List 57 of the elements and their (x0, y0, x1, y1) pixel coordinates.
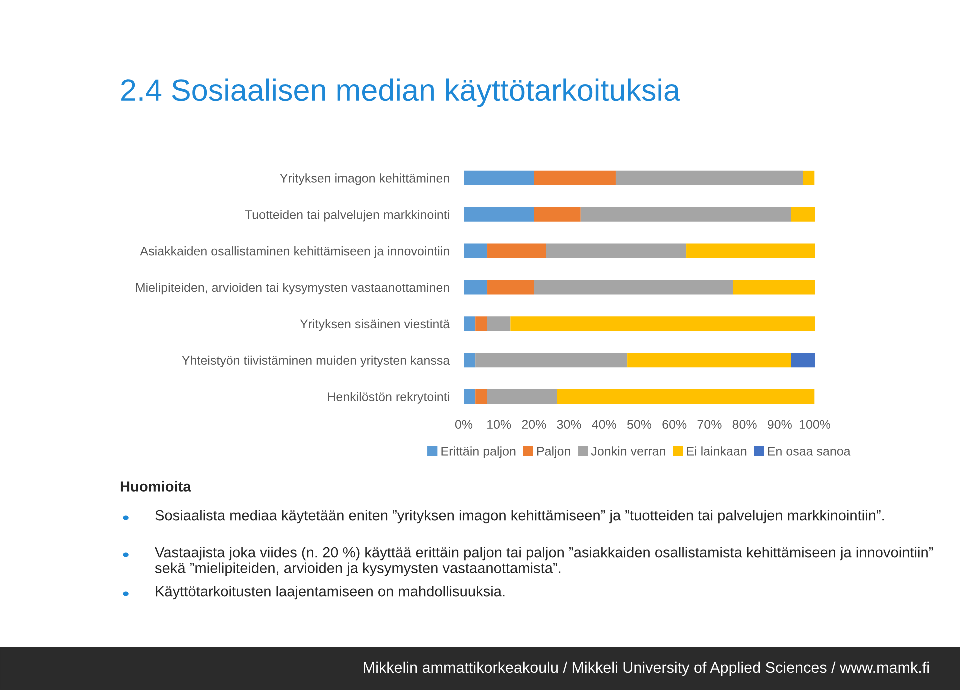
text: Sosiaalista mediaa käytetään eniten ”yrityksen imagon kehittämiseen” ja ”tuotteiden tai palvelujen markkinointiin”. (156, 510, 884, 524)
x-tick-label: 100% (800, 420, 831, 430)
x-tick-label: 40% (592, 420, 616, 430)
bar (464, 353, 476, 368)
bar (464, 244, 488, 258)
bar (557, 390, 815, 404)
bar (546, 244, 687, 258)
bar (488, 244, 546, 258)
bar (488, 280, 534, 295)
legend-label: Ei lainkaan (687, 446, 747, 456)
bar (464, 316, 476, 332)
bar (534, 207, 581, 222)
legend-label: Erittäin paljon (442, 446, 516, 458)
legend-label: En osaa sanoa (768, 447, 851, 456)
y-tick-label: Henkilöstön rekrytointi (328, 392, 450, 404)
bar (791, 353, 815, 368)
chart-title: 2.4 Sosiaalisen median käyttötarkoituksia (122, 78, 680, 108)
x-tick-label: 80% (732, 420, 757, 430)
x-tick-label: 0% (455, 420, 473, 430)
y-tick-label: Yhteistyön tiivistäminen muiden yritysten kanssa (182, 356, 450, 368)
legend-label: Jonkin verran (591, 446, 666, 456)
text: Vastaajista joka viides (n. 20 %) käyttää erittäin paljon tai paljon ”asiakkaiden osallistamista kehittämiseen ja innovointiin” sekä ”mielipiteiden, arvioiden ja kysymysten vastaanottamista”. (155, 547, 934, 576)
bar (510, 316, 815, 332)
text: Huomioita (120, 481, 192, 492)
x-tick-label: 30% (557, 420, 582, 430)
bar (487, 316, 511, 332)
y-tick-label: Yrityksen sisäinen viestintä (300, 319, 450, 332)
bar (476, 390, 488, 404)
bar (476, 316, 488, 332)
text: Käyttötarkoitusten laajentamiseen on mahdollisuuksia. (156, 586, 505, 600)
bar (476, 353, 628, 368)
bar (580, 207, 792, 222)
bar (803, 170, 815, 186)
text: Mikkelin ammattikorkeakoulu / Mikkeli University of Applied Sciences / www.mamk.fi (364, 662, 929, 676)
x-tick-label: 50% (627, 420, 652, 430)
bar (487, 390, 558, 404)
legend-label: Paljon (537, 446, 570, 458)
bar (464, 170, 534, 186)
x-tick-label: 90% (768, 420, 792, 430)
y-tick-label: Yrityksen imagon kehittäminen (280, 174, 450, 186)
bar (733, 280, 815, 295)
bar (616, 170, 804, 186)
x-tick-label: 70% (698, 420, 722, 430)
bar (628, 353, 792, 368)
x-tick-label: 20% (522, 420, 546, 430)
y-tick-label: Asiakkaiden osallistaminen kehittämiseen ja innovointiin (140, 246, 450, 258)
bar (791, 207, 815, 222)
x-tick-label: 10% (488, 420, 512, 430)
bar (464, 207, 534, 222)
y-tick-label: Mielipiteiden, arvioiden tai kysymysten vastaanottaminen (136, 282, 450, 295)
bar (534, 280, 734, 295)
x-tick-label: 60% (662, 420, 687, 430)
bar (534, 170, 616, 186)
y-tick-label: Tuotteiden tai palvelujen markkinointi (245, 210, 450, 222)
bar (686, 244, 815, 258)
bar (464, 390, 476, 404)
bar (464, 280, 488, 295)
